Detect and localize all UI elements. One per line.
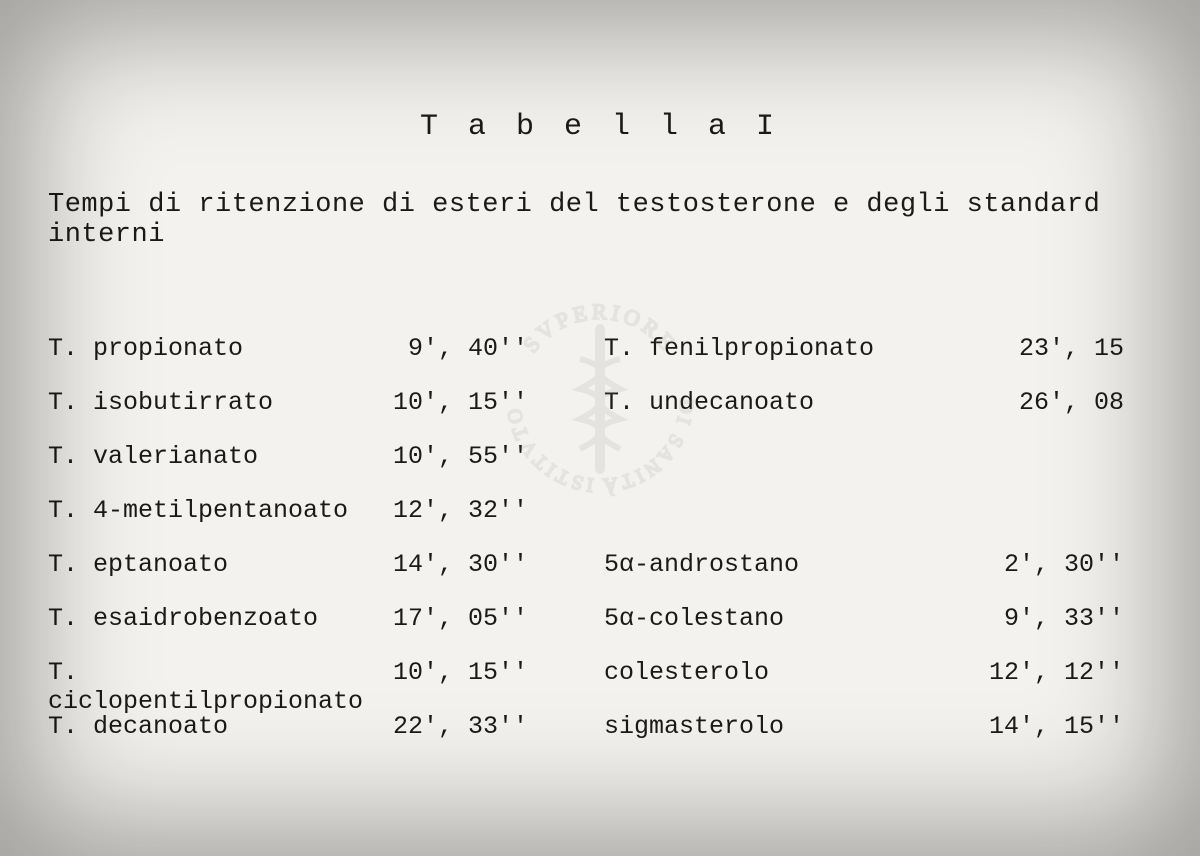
- retention-time-value: 9', 33'': [924, 604, 1124, 633]
- document-page: SVPERIORE ISTITVTO DI SANITÀ T a b e l: [0, 0, 1200, 856]
- compound-label: 5α-colestano: [604, 604, 924, 633]
- retention-time-value: 10', 15'': [378, 658, 528, 687]
- compound-label: colesterolo: [604, 658, 924, 687]
- table-row: T. ciclopentilpropionato10', 15'': [48, 658, 604, 712]
- retention-time-value: 14', 15'': [924, 712, 1124, 741]
- table-row: T. 4-metilpentanoato12', 32'': [48, 496, 604, 550]
- retention-time-value: 14', 30'': [378, 550, 528, 579]
- compound-label: 5α-androstano: [604, 550, 924, 579]
- table-title: T a b e l l a I: [40, 110, 1160, 144]
- compound-label: T. 4-metilpentanoato: [48, 496, 378, 525]
- table-row: T. isobutirrato10', 15'': [48, 388, 604, 442]
- table-row: colesterolo12', 12'': [604, 658, 1160, 712]
- table-row: T. esaidrobenzoato17', 05'': [48, 604, 604, 658]
- retention-time-value: 23', 15: [924, 334, 1124, 363]
- retention-time-value: 10', 15'': [378, 388, 528, 417]
- table-right-column: T. fenilpropionato23', 15T. undecanoato2…: [604, 334, 1160, 766]
- table-row: 5α-colestano9', 33'': [604, 604, 1160, 658]
- retention-time-value: 12', 32'': [378, 496, 528, 525]
- table-left-column: T. propionato9', 40''T. isobutirrato10',…: [48, 334, 604, 766]
- retention-time-value: 10', 55'': [378, 442, 528, 471]
- compound-label: T. ciclopentilpropionato: [48, 658, 378, 716]
- table-row: [604, 442, 1160, 496]
- retention-time-value: 26', 08: [924, 388, 1124, 417]
- compound-label: T. fenilpropionato: [604, 334, 924, 363]
- table-row: T. fenilpropionato23', 15: [604, 334, 1160, 388]
- compound-label: T. decanoato: [48, 712, 378, 741]
- table-row: [604, 496, 1160, 550]
- compound-label: T. isobutirrato: [48, 388, 378, 417]
- table-row: 5α-androstano2', 30'': [604, 550, 1160, 604]
- table-body: T. propionato9', 40''T. isobutirrato10',…: [40, 334, 1160, 766]
- table-row: T. propionato9', 40'': [48, 334, 604, 388]
- compound-label: T. valerianato: [48, 442, 378, 471]
- compound-label: T. esaidrobenzoato: [48, 604, 378, 633]
- retention-time-value: 2', 30'': [924, 550, 1124, 579]
- retention-time-value: 17', 05'': [378, 604, 528, 633]
- table-row: T. valerianato10', 55'': [48, 442, 604, 496]
- table-row: T. decanoato22', 33'': [48, 712, 604, 766]
- table-row: T. eptanoato14', 30'': [48, 550, 604, 604]
- compound-label: sigmasterolo: [604, 712, 924, 741]
- table-row: sigmasterolo14', 15'': [604, 712, 1160, 766]
- compound-label: T. undecanoato: [604, 388, 924, 417]
- compound-label: T. propionato: [48, 334, 378, 363]
- table-subtitle: Tempi di ritenzione di esteri del testos…: [40, 190, 1160, 250]
- table-row: T. undecanoato26', 08: [604, 388, 1160, 442]
- retention-time-value: 9', 40'': [378, 334, 528, 363]
- retention-time-value: 12', 12'': [924, 658, 1124, 687]
- retention-time-value: 22', 33'': [378, 712, 528, 741]
- compound-label: T. eptanoato: [48, 550, 378, 579]
